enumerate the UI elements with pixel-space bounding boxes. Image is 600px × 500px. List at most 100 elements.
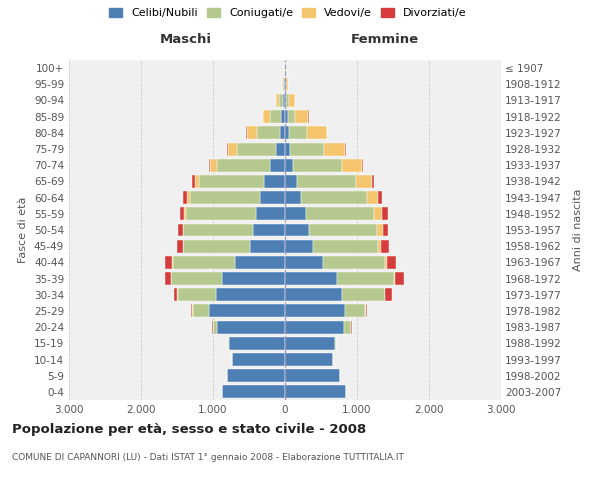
- Bar: [165, 256, 172, 269]
- Bar: [264, 175, 285, 188]
- Bar: [284, 78, 285, 91]
- Bar: [287, 110, 295, 123]
- Bar: [193, 304, 209, 318]
- Y-axis label: Anni di nascita: Anni di nascita: [573, 188, 583, 271]
- Bar: [372, 175, 374, 188]
- Bar: [335, 337, 337, 350]
- Bar: [285, 224, 309, 236]
- Bar: [194, 175, 199, 188]
- Bar: [184, 224, 253, 236]
- Bar: [190, 191, 260, 204]
- Text: Femmine: Femmine: [350, 34, 418, 46]
- Bar: [285, 110, 287, 123]
- Bar: [178, 240, 183, 252]
- Bar: [216, 288, 285, 301]
- Bar: [227, 142, 228, 156]
- Bar: [237, 142, 275, 156]
- Bar: [395, 272, 404, 285]
- Bar: [285, 175, 296, 188]
- Bar: [191, 304, 193, 318]
- Bar: [247, 126, 257, 140]
- Bar: [209, 159, 210, 172]
- Bar: [285, 126, 289, 140]
- Bar: [382, 208, 388, 220]
- Bar: [285, 94, 286, 107]
- Bar: [307, 126, 327, 140]
- Bar: [229, 337, 285, 350]
- Bar: [184, 191, 187, 204]
- Text: Maschi: Maschi: [160, 34, 212, 46]
- Bar: [386, 256, 396, 269]
- Bar: [394, 272, 395, 285]
- Bar: [344, 320, 350, 334]
- Bar: [289, 94, 295, 107]
- Bar: [285, 208, 305, 220]
- Bar: [285, 256, 323, 269]
- Bar: [305, 208, 374, 220]
- Bar: [178, 224, 183, 236]
- Bar: [385, 256, 386, 269]
- Bar: [280, 126, 285, 140]
- Bar: [382, 240, 389, 252]
- Bar: [285, 386, 346, 398]
- Bar: [223, 272, 285, 285]
- Bar: [342, 288, 385, 301]
- Bar: [327, 126, 328, 140]
- Bar: [184, 240, 250, 252]
- Bar: [173, 256, 235, 269]
- Bar: [235, 256, 285, 269]
- Bar: [256, 208, 285, 220]
- Bar: [367, 191, 378, 204]
- Bar: [228, 337, 229, 350]
- Y-axis label: Fasce di età: Fasce di età: [19, 197, 28, 263]
- Bar: [324, 142, 346, 156]
- Legend: Celibi/Nubili, Coniugati/e, Vedovi/e, Divorziati/e: Celibi/Nubili, Coniugati/e, Vedovi/e, Di…: [107, 6, 469, 20]
- Bar: [385, 288, 392, 301]
- Bar: [285, 191, 301, 204]
- Bar: [183, 224, 184, 236]
- Bar: [171, 272, 223, 285]
- Bar: [281, 110, 285, 123]
- Bar: [178, 288, 216, 301]
- Bar: [342, 159, 362, 172]
- Bar: [337, 272, 394, 285]
- Bar: [210, 159, 217, 172]
- Bar: [187, 191, 190, 204]
- Bar: [232, 353, 285, 366]
- Bar: [309, 224, 377, 236]
- Bar: [351, 320, 352, 334]
- Bar: [257, 126, 280, 140]
- Bar: [377, 240, 382, 252]
- Bar: [185, 208, 256, 220]
- Bar: [184, 208, 185, 220]
- Bar: [174, 288, 178, 301]
- Bar: [356, 175, 372, 188]
- Bar: [217, 320, 285, 334]
- Bar: [301, 191, 367, 204]
- Bar: [377, 224, 383, 236]
- Bar: [263, 110, 270, 123]
- Bar: [250, 240, 285, 252]
- Bar: [293, 159, 342, 172]
- Text: Popolazione per età, sesso e stato civile - 2008: Popolazione per età, sesso e stato civil…: [12, 422, 366, 436]
- Bar: [285, 142, 290, 156]
- Bar: [199, 175, 264, 188]
- Bar: [286, 94, 289, 107]
- Bar: [383, 224, 388, 236]
- Bar: [374, 208, 382, 220]
- Bar: [290, 142, 324, 156]
- Bar: [166, 272, 171, 285]
- Bar: [289, 126, 307, 140]
- Bar: [323, 256, 385, 269]
- Bar: [260, 191, 285, 204]
- Bar: [228, 142, 237, 156]
- Bar: [365, 304, 367, 318]
- Bar: [285, 337, 335, 350]
- Bar: [295, 110, 308, 123]
- Bar: [283, 94, 285, 107]
- Bar: [283, 78, 284, 91]
- Bar: [209, 304, 285, 318]
- Text: COMUNE DI CAPANNORI (LU) - Dati ISTAT 1° gennaio 2008 - Elaborazione TUTTITALIA.: COMUNE DI CAPANNORI (LU) - Dati ISTAT 1°…: [12, 452, 404, 462]
- Bar: [285, 369, 340, 382]
- Bar: [285, 272, 337, 285]
